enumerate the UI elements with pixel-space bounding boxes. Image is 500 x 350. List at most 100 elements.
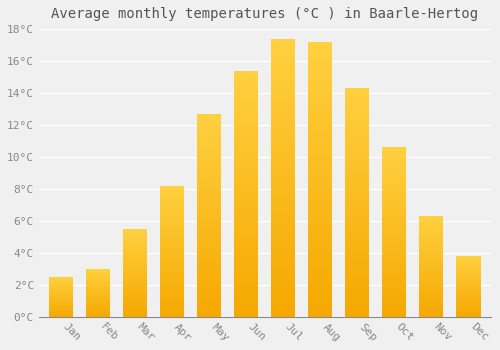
Bar xyxy=(271,175,295,178)
Bar xyxy=(49,285,73,286)
Bar xyxy=(456,313,480,314)
Bar xyxy=(123,237,147,238)
Bar xyxy=(86,275,110,276)
Bar xyxy=(382,196,406,198)
Bar xyxy=(160,241,184,242)
Bar xyxy=(234,152,258,154)
Bar xyxy=(123,233,147,234)
Bar xyxy=(456,308,480,309)
Bar xyxy=(123,231,147,232)
Bar xyxy=(271,128,295,131)
Bar xyxy=(160,222,184,224)
Bar xyxy=(308,273,332,275)
Bar xyxy=(160,215,184,216)
Bar xyxy=(49,316,73,317)
Bar xyxy=(123,245,147,246)
Bar xyxy=(271,78,295,80)
Bar xyxy=(382,156,406,158)
Bar xyxy=(160,199,184,200)
Bar xyxy=(456,275,480,276)
Bar xyxy=(456,266,480,267)
Bar xyxy=(197,211,221,213)
Bar xyxy=(86,282,110,283)
Bar xyxy=(197,114,221,116)
Bar xyxy=(160,204,184,205)
Bar xyxy=(160,257,184,258)
Bar xyxy=(420,316,444,317)
Bar xyxy=(382,215,406,217)
Bar xyxy=(49,301,73,302)
Bar xyxy=(160,275,184,276)
Bar xyxy=(308,163,332,166)
Bar xyxy=(160,203,184,204)
Bar xyxy=(160,294,184,296)
Bar xyxy=(420,257,444,258)
Bar xyxy=(420,244,444,245)
Bar xyxy=(234,275,258,278)
Bar xyxy=(86,311,110,312)
Bar xyxy=(271,308,295,311)
Bar xyxy=(86,287,110,288)
Bar xyxy=(456,312,480,313)
Bar xyxy=(197,307,221,309)
Bar xyxy=(456,285,480,286)
Bar xyxy=(271,38,295,41)
Bar xyxy=(420,300,444,301)
Bar xyxy=(308,270,332,273)
Bar xyxy=(308,58,332,61)
Bar xyxy=(382,181,406,183)
Bar xyxy=(346,127,370,130)
Bar xyxy=(197,217,221,219)
Bar xyxy=(308,152,332,155)
Bar xyxy=(420,303,444,304)
Bar xyxy=(420,229,444,230)
Bar xyxy=(271,161,295,164)
Bar xyxy=(197,175,221,177)
Bar xyxy=(49,296,73,297)
Bar xyxy=(123,275,147,276)
Bar xyxy=(346,305,370,308)
Bar xyxy=(123,286,147,287)
Bar xyxy=(382,247,406,249)
Bar xyxy=(382,193,406,195)
Bar xyxy=(160,226,184,228)
Bar xyxy=(456,274,480,275)
Bar xyxy=(234,285,258,287)
Bar xyxy=(197,232,221,233)
Bar xyxy=(197,225,221,228)
Bar xyxy=(160,218,184,220)
Bar xyxy=(160,287,184,288)
Bar xyxy=(420,273,444,274)
Bar xyxy=(86,291,110,292)
Bar xyxy=(308,210,332,212)
Bar xyxy=(86,288,110,289)
Bar xyxy=(197,148,221,150)
Bar xyxy=(49,279,73,280)
Bar xyxy=(234,184,258,186)
Bar xyxy=(123,241,147,242)
Bar xyxy=(123,287,147,288)
Bar xyxy=(271,105,295,108)
Bar xyxy=(308,218,332,220)
Bar xyxy=(160,188,184,190)
Bar xyxy=(271,66,295,69)
Bar xyxy=(382,307,406,308)
Bar xyxy=(234,130,258,132)
Bar xyxy=(160,202,184,203)
Bar xyxy=(234,209,258,211)
Bar xyxy=(49,282,73,283)
Bar xyxy=(160,296,184,297)
Bar xyxy=(346,216,370,218)
Bar xyxy=(308,188,332,190)
Bar xyxy=(160,309,184,310)
Bar xyxy=(308,100,332,102)
Bar xyxy=(123,294,147,295)
Bar xyxy=(234,189,258,191)
Bar xyxy=(160,247,184,248)
Bar xyxy=(160,260,184,262)
Bar xyxy=(197,304,221,307)
Bar xyxy=(346,93,370,95)
Bar xyxy=(234,120,258,122)
Bar xyxy=(234,223,258,226)
Bar xyxy=(197,238,221,240)
